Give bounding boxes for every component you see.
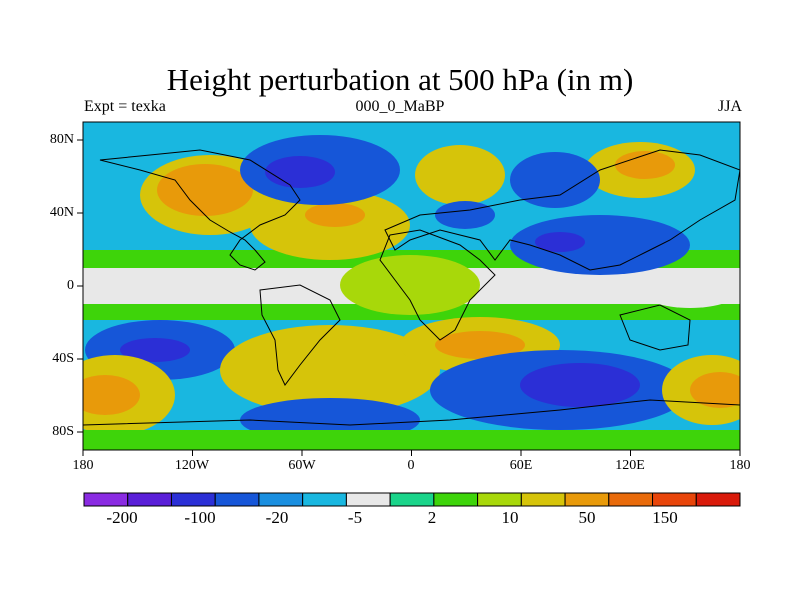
- colorbar-swatch: [83, 492, 129, 507]
- lat-label-0: 0: [67, 278, 74, 293]
- lon-label-120e: 120E: [615, 458, 645, 473]
- colorbar-swatch: [433, 492, 479, 507]
- lon-label-0: 0: [407, 458, 415, 473]
- axis-ticks: [77, 139, 741, 456]
- colorbar-swatch: [258, 492, 304, 507]
- colorbar-label: 10: [501, 508, 519, 527]
- lon-label-120w: 120W: [174, 458, 210, 473]
- colorbar-label: -5: [347, 508, 363, 527]
- colorbar-swatch: [389, 492, 435, 507]
- colorbar-label: -200: [106, 508, 138, 527]
- lat-label-40n: 40N: [49, 205, 74, 220]
- colorbar-swatch: [214, 492, 260, 507]
- lon-label-60w: 60W: [288, 458, 316, 473]
- colorbar-swatch: [608, 492, 654, 507]
- colorbar-label: 2: [427, 508, 437, 527]
- colorbar-swatch: [477, 492, 522, 507]
- colorbar-label: 50: [578, 508, 596, 527]
- colorbar-swatch: [695, 492, 741, 507]
- lon-label-180w: 180: [72, 458, 94, 473]
- colorbar-label: -20: [265, 508, 289, 527]
- colorbar-swatch: [652, 492, 697, 507]
- coastlines: [83, 149, 740, 450]
- colorbar-swatch: [520, 492, 566, 507]
- colorbar: [83, 492, 741, 507]
- colorbar-swatch: [302, 492, 347, 507]
- lon-label-180e: 180: [729, 458, 751, 473]
- experiment-label: Expt = texka: [84, 98, 166, 115]
- lon-label-60e: 60E: [509, 458, 533, 473]
- map-title: Height perturbation at 500 hPa (in m): [166, 62, 634, 97]
- colorbar-swatch: [564, 492, 610, 507]
- colorbar-swatch: [127, 492, 172, 507]
- colorbar-swatch: [170, 492, 216, 507]
- colorbar-label: -100: [184, 508, 216, 527]
- season-label: JJA: [717, 98, 742, 115]
- lat-label-40s: 40S: [52, 351, 74, 366]
- colorbar-swatch: [345, 492, 391, 507]
- colorbar-label: 150: [652, 508, 678, 527]
- lat-label-80n: 80N: [49, 132, 74, 147]
- case-label: 000_0_MaBP: [355, 98, 445, 115]
- contour-field: [83, 122, 740, 450]
- lat-label-80s: 80S: [52, 424, 74, 439]
